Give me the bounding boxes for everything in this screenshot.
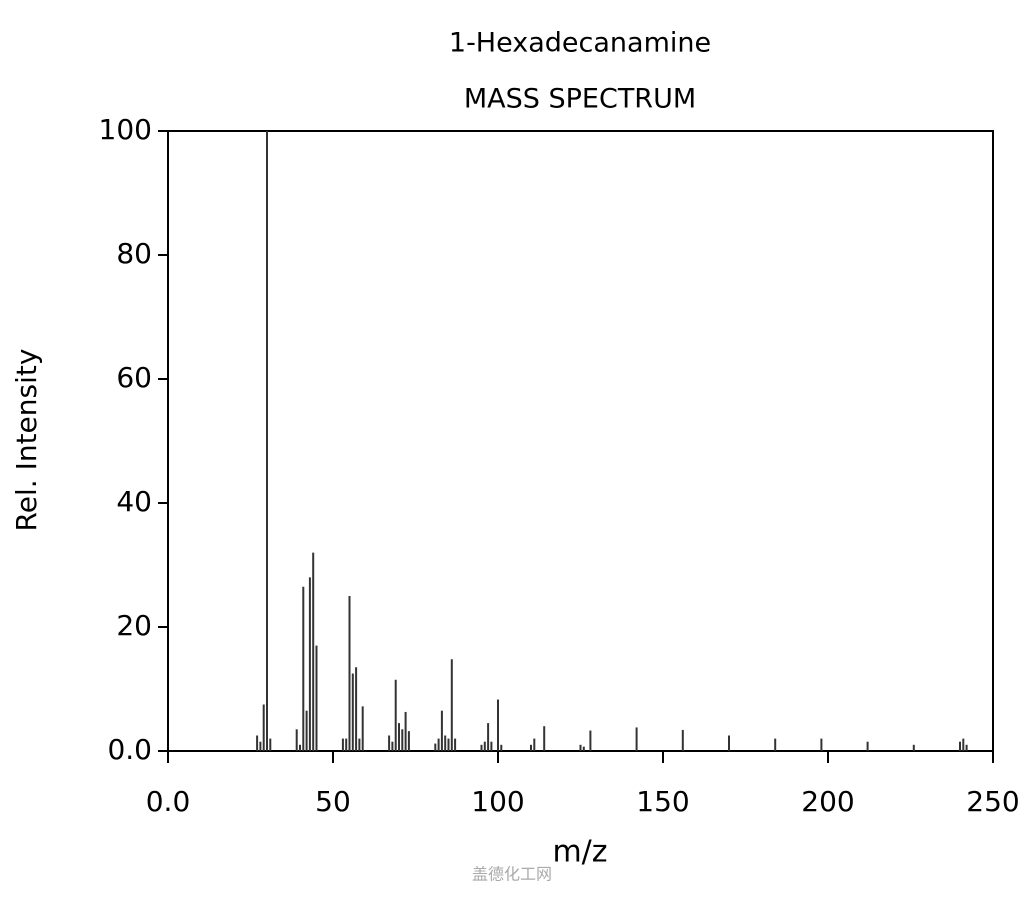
y-tick-label: 80 [116,237,152,270]
plot-frame [167,130,994,752]
chart-title: 1-Hexadecanamine [449,28,711,59]
y-tick-label: 20 [116,609,152,642]
y-tick-label: 0.0 [107,733,152,766]
watermark: 盖德化工网 [472,865,552,884]
y-tick-label: 100 [99,113,152,146]
x-tick-label: 50 [315,785,351,818]
y-tick-label: 40 [116,485,152,518]
y-axis-label: Rel. Intensity [10,349,43,532]
x-tick-label: 100 [471,785,524,818]
chart-subtitle: MASS SPECTRUM [464,84,696,115]
x-axis-label: m/z [552,835,607,870]
x-tick-label: 150 [636,785,689,818]
y-tick-label: 60 [116,361,152,394]
x-tick-label: 0.0 [146,785,191,818]
x-tick-label: 200 [801,785,854,818]
x-tick-label: 250 [966,785,1019,818]
